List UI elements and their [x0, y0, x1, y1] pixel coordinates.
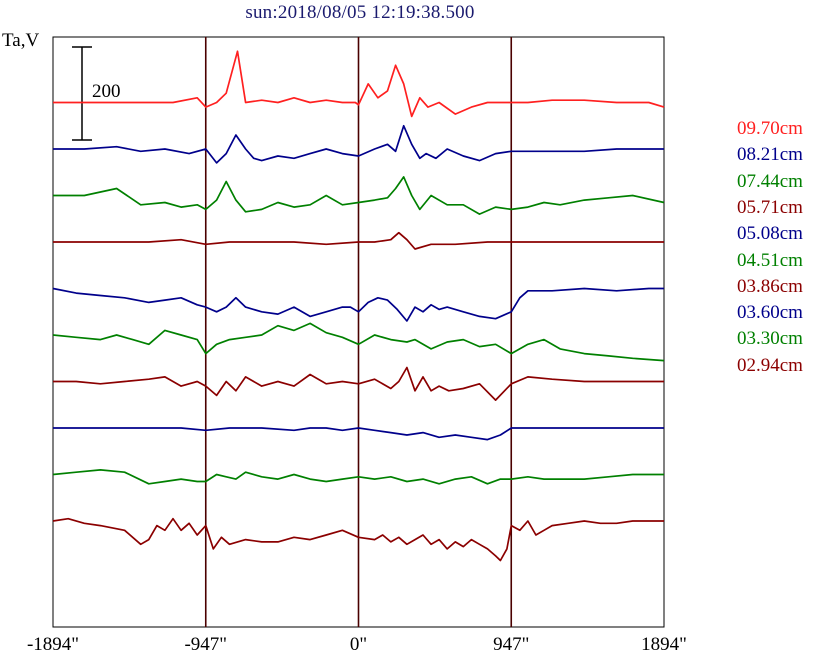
series-line-02.94cm	[52, 517, 664, 562]
x-tick-label-0: -1894"	[26, 634, 80, 655]
series-line-08.21cm	[53, 124, 664, 164]
vertical-reference-lines	[204, 37, 513, 627]
series-line-09.70cm	[53, 50, 665, 118]
series-line-04.51cm	[52, 322, 665, 362]
legend-entry-07.44cm: 07.44cm	[737, 170, 803, 192]
series-line-03.60cm	[53, 427, 664, 441]
legend-entry-03.86cm: 03.86cm	[737, 275, 803, 297]
legend-entry-03.30cm: 03.30cm	[737, 328, 803, 350]
scale-bar-label: 200	[92, 81, 121, 102]
legend-entry-02.94cm: 02.94cm	[737, 354, 803, 376]
series-line-07.44cm	[53, 176, 665, 215]
x-tick-label-3: 947"	[493, 634, 530, 655]
legend-entry-08.21cm: 08.21cm	[737, 144, 803, 166]
series-line-03.86cm	[53, 366, 664, 401]
series-line-05.08cm	[52, 287, 664, 322]
scale-bar	[72, 46, 92, 141]
legend-entry-05.71cm: 05.71cm	[737, 196, 803, 218]
series-line-03.30cm	[52, 469, 664, 485]
x-tick-label-4: 1894"	[641, 634, 687, 655]
series-lines	[52, 50, 665, 562]
x-tick-label-2: 0"	[349, 634, 368, 655]
legend-entry-03.60cm: 03.60cm	[737, 302, 803, 324]
legend-entry-05.08cm: 05.08cm	[737, 223, 803, 245]
legend-entry-09.70cm: 09.70cm	[737, 118, 803, 139]
x-tick-label-1: -947"	[184, 634, 228, 655]
y-axis-label: Ta,V	[2, 30, 40, 51]
legend-entry-04.51cm: 04.51cm	[737, 249, 803, 271]
series-line-05.71cm	[53, 231, 664, 250]
chart-title: sun:2018/08/05 12:19:38.500	[245, 2, 475, 23]
